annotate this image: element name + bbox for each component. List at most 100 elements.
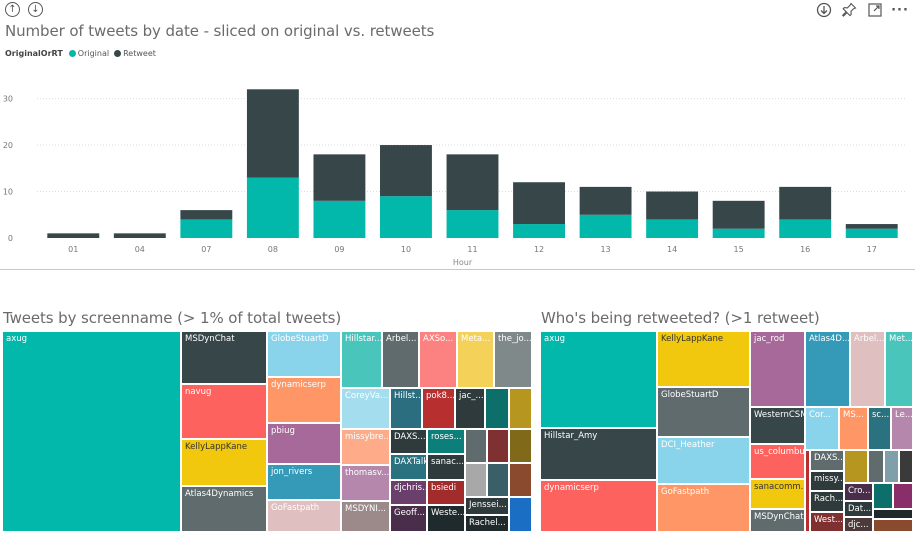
bar-segment-retweet[interactable] bbox=[845, 224, 898, 229]
bar-segment-original[interactable] bbox=[845, 228, 898, 238]
bar-segment-retweet[interactable] bbox=[712, 200, 765, 229]
treemap-cell[interactable]: sc... bbox=[868, 407, 891, 450]
treemap-cell[interactable]: dynamicserp bbox=[267, 377, 341, 423]
bar-segment-original[interactable] bbox=[180, 219, 233, 238]
legend-label-original: Original bbox=[77, 49, 110, 58]
treemap-cell[interactable]: Cor... bbox=[805, 407, 839, 450]
treemap-cell[interactable]: jac_rod bbox=[750, 331, 805, 407]
treemap-cell[interactable]: DAXS... bbox=[810, 450, 844, 471]
bar-segment-retweet[interactable] bbox=[180, 210, 233, 220]
bar-segment-original[interactable] bbox=[646, 219, 699, 238]
bar-segment-original[interactable] bbox=[246, 177, 299, 238]
treemap-cell[interactable]: axug bbox=[2, 331, 181, 532]
legend-item-retweet[interactable]: Retweet bbox=[114, 49, 156, 58]
bar-segment-retweet[interactable] bbox=[446, 154, 499, 211]
bar-segment-retweet[interactable] bbox=[779, 186, 832, 220]
bar-segment-retweet[interactable] bbox=[246, 89, 299, 178]
treemap-cell[interactable]: Met... bbox=[885, 331, 913, 407]
treemap-cell[interactable]: Hillstar... bbox=[341, 331, 382, 388]
more-options-icon[interactable]: ··· bbox=[891, 2, 909, 18]
treemap-cell[interactable]: Geoff... bbox=[390, 505, 427, 532]
treemap-cell[interactable]: GlobeStuartD bbox=[657, 387, 750, 437]
bar-segment-original[interactable] bbox=[712, 228, 765, 238]
treemap-cell[interactable]: Atlas4D... bbox=[805, 331, 850, 407]
treemap-cell[interactable]: Rach... bbox=[810, 491, 844, 512]
x-tick-label: 16 bbox=[800, 245, 810, 254]
treemap-cell[interactable]: MSDynChat bbox=[750, 509, 805, 532]
treemap-cell[interactable]: the_jo... bbox=[494, 331, 532, 388]
treemap-cell[interactable]: Le... bbox=[891, 407, 913, 450]
treemap-cell[interactable]: Arbel... bbox=[382, 331, 419, 388]
treemap-cell[interactable]: djc... bbox=[844, 517, 873, 532]
treemap-cell[interactable]: sanac... bbox=[427, 454, 465, 480]
treemap-cell[interactable]: djchris... bbox=[390, 480, 427, 505]
treemap-cell[interactable]: KellyLappKane bbox=[181, 439, 267, 486]
treemap-cell[interactable]: pbiug bbox=[267, 423, 341, 464]
treemap-cell[interactable]: sanacomm... bbox=[750, 479, 805, 509]
legend-item-original[interactable]: Original bbox=[68, 49, 110, 58]
treemap-cell[interactable]: bsiedi bbox=[427, 480, 465, 505]
treemap-cell[interactable]: CoreyVa... bbox=[341, 388, 390, 429]
x-tick-label: 13 bbox=[600, 245, 610, 254]
arrow-up-circle-icon[interactable]: ↑ bbox=[5, 2, 20, 17]
focus-mode-icon[interactable] bbox=[866, 1, 884, 19]
x-tick-label: 10 bbox=[401, 245, 411, 254]
treemap-cell[interactable]: missy... bbox=[810, 471, 844, 491]
download-icon[interactable] bbox=[815, 1, 833, 19]
bar-segment-retweet[interactable] bbox=[313, 154, 366, 201]
section-divider bbox=[0, 269, 915, 270]
treemap-cell[interactable]: jac_... bbox=[455, 388, 485, 429]
treemap-cell[interactable]: West... bbox=[810, 512, 844, 532]
treemap-cell[interactable]: KellyLappKane bbox=[657, 331, 750, 387]
treemap-cell[interactable]: DAXS... bbox=[390, 429, 427, 454]
bar-segment-original[interactable] bbox=[380, 196, 432, 238]
treemap-cell[interactable]: Rachel... bbox=[465, 515, 509, 532]
bar-segment-original[interactable] bbox=[446, 210, 499, 238]
treemap-cell[interactable]: GoFastpath bbox=[267, 500, 341, 532]
bar-segment-retweet[interactable] bbox=[113, 233, 166, 238]
x-tick-label: 07 bbox=[201, 245, 211, 254]
treemap-cell[interactable]: thomasv... bbox=[341, 465, 390, 501]
treemap-cell[interactable]: Hillst... bbox=[390, 388, 422, 429]
bar-segment-retweet[interactable] bbox=[380, 145, 432, 197]
bar-segment-retweet[interactable] bbox=[646, 191, 699, 220]
treemap-cell[interactable]: Jenssei... bbox=[465, 497, 509, 515]
treemap-cell[interactable]: navug bbox=[181, 384, 267, 439]
treemap-cell[interactable]: Weste... bbox=[427, 505, 465, 532]
treemap-cell[interactable]: pok8... bbox=[422, 388, 455, 429]
legend-dot-original bbox=[68, 50, 76, 57]
treemap-cell[interactable]: MS... bbox=[839, 407, 868, 450]
treemap-cell bbox=[899, 450, 913, 483]
treemap-cell[interactable]: roses... bbox=[427, 429, 465, 454]
treemap-cell[interactable]: WesternCSM bbox=[750, 407, 805, 444]
treemap-cell[interactable]: axug bbox=[540, 331, 657, 428]
x-tick-label: 09 bbox=[334, 245, 344, 254]
bar-segment-retweet[interactable] bbox=[47, 233, 100, 238]
bar-segment-original[interactable] bbox=[579, 214, 632, 238]
treemap-cell bbox=[509, 429, 532, 463]
treemap-cell[interactable]: Cro... bbox=[844, 483, 873, 501]
treemap-cell[interactable]: Dat... bbox=[844, 501, 873, 517]
treemap-cell[interactable]: MSDynChat bbox=[181, 331, 267, 384]
treemap-cell[interactable]: GlobeStuartD bbox=[267, 331, 341, 377]
bar-segment-original[interactable] bbox=[779, 219, 832, 238]
treemap-cell[interactable]: jon_rivers bbox=[267, 464, 341, 500]
treemap-cell[interactable]: DAXTalk bbox=[390, 454, 427, 480]
treemap-cell[interactable]: Arbel... bbox=[850, 331, 885, 407]
treemap-cell[interactable]: dynamicserp bbox=[540, 480, 657, 532]
treemap-cell[interactable]: Meta... bbox=[457, 331, 494, 388]
treemap-cell[interactable]: Hillstar_Amy bbox=[540, 428, 657, 480]
treemap-cell[interactable]: us_columbus bbox=[750, 444, 805, 479]
bar-segment-original[interactable] bbox=[313, 200, 366, 238]
bar-segment-original[interactable] bbox=[513, 224, 565, 238]
treemap-cell[interactable]: MSDYNI... bbox=[341, 501, 390, 532]
treemap-cell[interactable]: Atlas4Dynamics bbox=[181, 486, 267, 532]
treemap-cell[interactable]: missybre... bbox=[341, 429, 390, 465]
bar-segment-retweet[interactable] bbox=[513, 182, 565, 225]
treemap-cell[interactable]: GoFastpath bbox=[657, 484, 750, 532]
arrow-down-circle-icon[interactable]: ↓ bbox=[28, 2, 43, 17]
treemap-cell[interactable]: DCI_Heather bbox=[657, 437, 750, 484]
treemap-cell[interactable]: AXSo... bbox=[419, 331, 457, 388]
pin-icon[interactable] bbox=[840, 1, 858, 19]
bar-segment-retweet[interactable] bbox=[579, 186, 632, 215]
